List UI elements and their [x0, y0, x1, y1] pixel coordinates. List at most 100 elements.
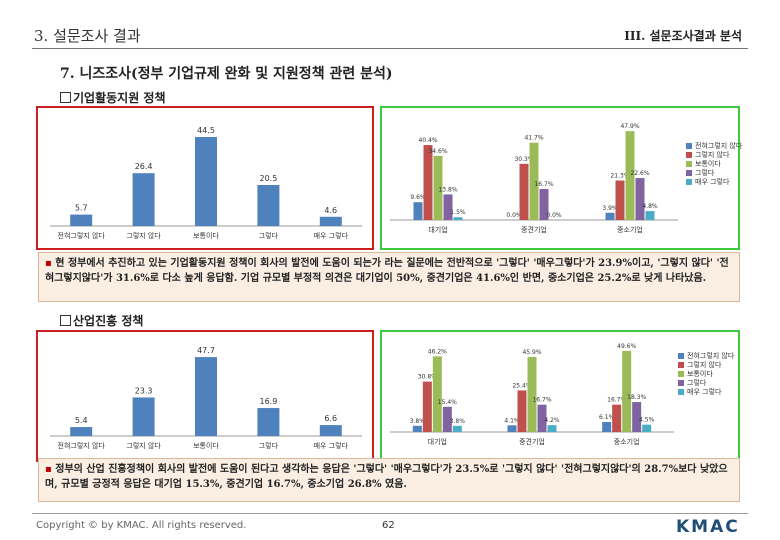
data-label: 45.9%	[522, 349, 541, 356]
bar	[257, 185, 280, 226]
data-label: 30.8%	[418, 374, 437, 381]
data-label: 20.5	[259, 174, 277, 183]
legend-label: 매우 그렇다	[687, 388, 722, 396]
bar	[319, 216, 342, 226]
bar	[517, 390, 527, 432]
bar	[195, 357, 217, 436]
copyright: Copyright © by KMAC. All rights reserved…	[36, 520, 247, 531]
bar	[612, 404, 622, 432]
bar	[605, 212, 615, 220]
subsection-title: 7. 니즈조사(정부 기업규제 완화 및 지원정책 관련 분석)	[60, 66, 393, 82]
bar	[432, 356, 442, 432]
bar	[602, 422, 612, 432]
footer-divider	[32, 513, 748, 514]
bar	[537, 404, 547, 432]
legend-swatch	[678, 353, 684, 359]
data-label: 44.5	[197, 126, 215, 135]
page-number: 62	[382, 520, 395, 531]
legend-label: 전혀그렇지 않다	[687, 352, 735, 360]
data-label: 22.6%	[630, 170, 649, 177]
chart-panel-overall-2: 5.4 전혀그렇지 않다 23.3 그렇지 않다 47.7 보통이다 16.9 그렇다 6.6 매…	[36, 330, 374, 462]
legend-item: 보통이다	[686, 160, 742, 169]
bar	[635, 178, 645, 220]
category-tick-label: 보통이다	[193, 441, 219, 450]
bar	[132, 173, 155, 226]
summary-note-1: ▪ 현 정부에서 추진하고 있는 기업활동지원 정책이 회사의 발전에 도움이 …	[38, 252, 740, 302]
legend-bysize-2: 전혀그렇지 않다 그렇지 않다 보통이다 그렇다 매우 그렇다	[678, 352, 734, 397]
bar	[519, 163, 529, 220]
chart-panel-overall-1: 5.7 전혀그렇지 않다 26.4 그렇지 않다 44.5 보통이다 20.5 그렇다 4.6 매…	[36, 106, 374, 250]
category-tick-label: 중견기업	[521, 225, 547, 234]
category-tick-label: 중소기업	[614, 437, 640, 446]
category-tick-label: 그렇다	[259, 231, 279, 240]
bar	[625, 131, 635, 220]
category-tick-label: 그렇지 않다	[126, 231, 161, 240]
bar	[645, 211, 655, 220]
data-label: 15.4%	[438, 399, 457, 406]
bar	[412, 425, 422, 432]
bar	[433, 155, 443, 220]
bar	[413, 202, 423, 220]
bar	[442, 406, 452, 432]
data-label: 3.8%	[410, 418, 426, 425]
bar	[319, 425, 342, 436]
bar	[422, 381, 432, 432]
bar	[423, 145, 433, 220]
bar	[622, 350, 632, 432]
data-label: 16.7%	[534, 181, 553, 188]
legend-label: 그렇지 않다	[695, 151, 730, 159]
legend-label: 매우 그렇다	[695, 178, 730, 186]
category-tick-label: 매우 그렇다	[314, 231, 349, 240]
category-tick-label: 중견기업	[519, 437, 545, 446]
legend-item: 그렇지 않다	[678, 361, 734, 370]
category-tick-label: 그렇지 않다	[126, 441, 161, 450]
data-label: 5.7	[75, 204, 88, 213]
summary-note-2: ▪ 정부의 산업 진흥정책이 회사의 발전에 도움이 된다고 생각하는 응답은 …	[38, 458, 740, 502]
legend-bysize-1: 전혀그렇지 않다 그렇지 않다 보통이다 그렇다 매우 그렇다	[686, 142, 742, 187]
bar	[195, 137, 217, 226]
data-label: 4.8%	[642, 203, 658, 210]
data-label: 4.6	[324, 206, 337, 215]
data-label: 16.7%	[607, 397, 626, 404]
bullet-business-support: 기업활동지원 정책	[60, 89, 166, 106]
legend-item: 매우 그렇다	[678, 388, 734, 397]
category-tick-label: 대기업	[428, 225, 447, 234]
data-label: 47.9%	[620, 123, 639, 130]
bar	[615, 180, 625, 220]
bar	[632, 402, 642, 432]
data-label: 16.9	[259, 397, 277, 406]
data-label: 49.6%	[617, 343, 636, 350]
section-title: 3. 설문조사 결과	[34, 27, 141, 45]
kmac-logo: KMAC	[676, 517, 740, 537]
data-label: 1.5%	[450, 209, 466, 216]
chart-panel-bysize-1: 9.6% 40.4% 34.6% 13.8% 1.5% 대기업 0.0% 30.3% 41.7%…	[380, 106, 740, 250]
category-tick-label: 중소기업	[617, 225, 643, 234]
data-label: 4.2%	[544, 417, 560, 424]
bar-chart-bysize-1: 9.6% 40.4% 34.6% 13.8% 1.5% 대기업 0.0% 30.3% 41.7%…	[390, 123, 678, 234]
data-label: 30.3%	[514, 156, 533, 163]
data-label: 23.3	[135, 386, 153, 395]
category-tick-label: 매우 그렇다	[314, 441, 349, 450]
bar	[547, 425, 557, 432]
bar	[452, 425, 462, 432]
data-label: 25.4%	[512, 382, 531, 389]
bar-chart-bysize-2: 3.8% 30.8% 46.2% 15.4% 3.8% 대기업 4.1% 25.4% 45.9%…	[390, 343, 674, 446]
legend-item: 그렇다	[678, 379, 734, 388]
legend-item: 그렇다	[686, 169, 742, 178]
legend-swatch	[678, 389, 684, 395]
category-tick-label: 전혀그렇지 않다	[58, 231, 106, 240]
data-label: 4.5%	[639, 417, 655, 424]
legend-swatch	[678, 362, 684, 368]
data-label: 16.7%	[532, 397, 551, 404]
header-divider	[32, 48, 748, 49]
category-tick-label: 그렇다	[259, 441, 279, 450]
note-marker: ▪	[45, 258, 52, 269]
data-label: 4.1%	[504, 417, 520, 424]
data-label: 3.8%	[450, 418, 466, 425]
legend-swatch	[686, 143, 692, 149]
checkbox-bullet-icon	[60, 315, 71, 326]
bar	[70, 214, 93, 226]
category-tick-label: 전혀그렇지 않다	[58, 441, 106, 450]
data-label: 0.0%	[546, 212, 562, 219]
data-label: 3.9%	[602, 205, 618, 212]
